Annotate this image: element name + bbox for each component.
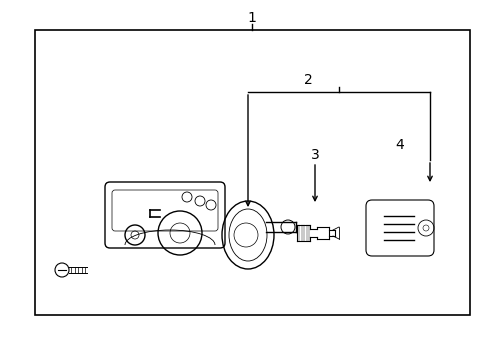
Text: 1: 1 [247, 11, 256, 25]
Text: 4: 4 [395, 138, 404, 152]
Text: 3: 3 [310, 148, 319, 162]
Bar [35, 30, 469, 315]
Text: 2: 2 [303, 73, 312, 87]
